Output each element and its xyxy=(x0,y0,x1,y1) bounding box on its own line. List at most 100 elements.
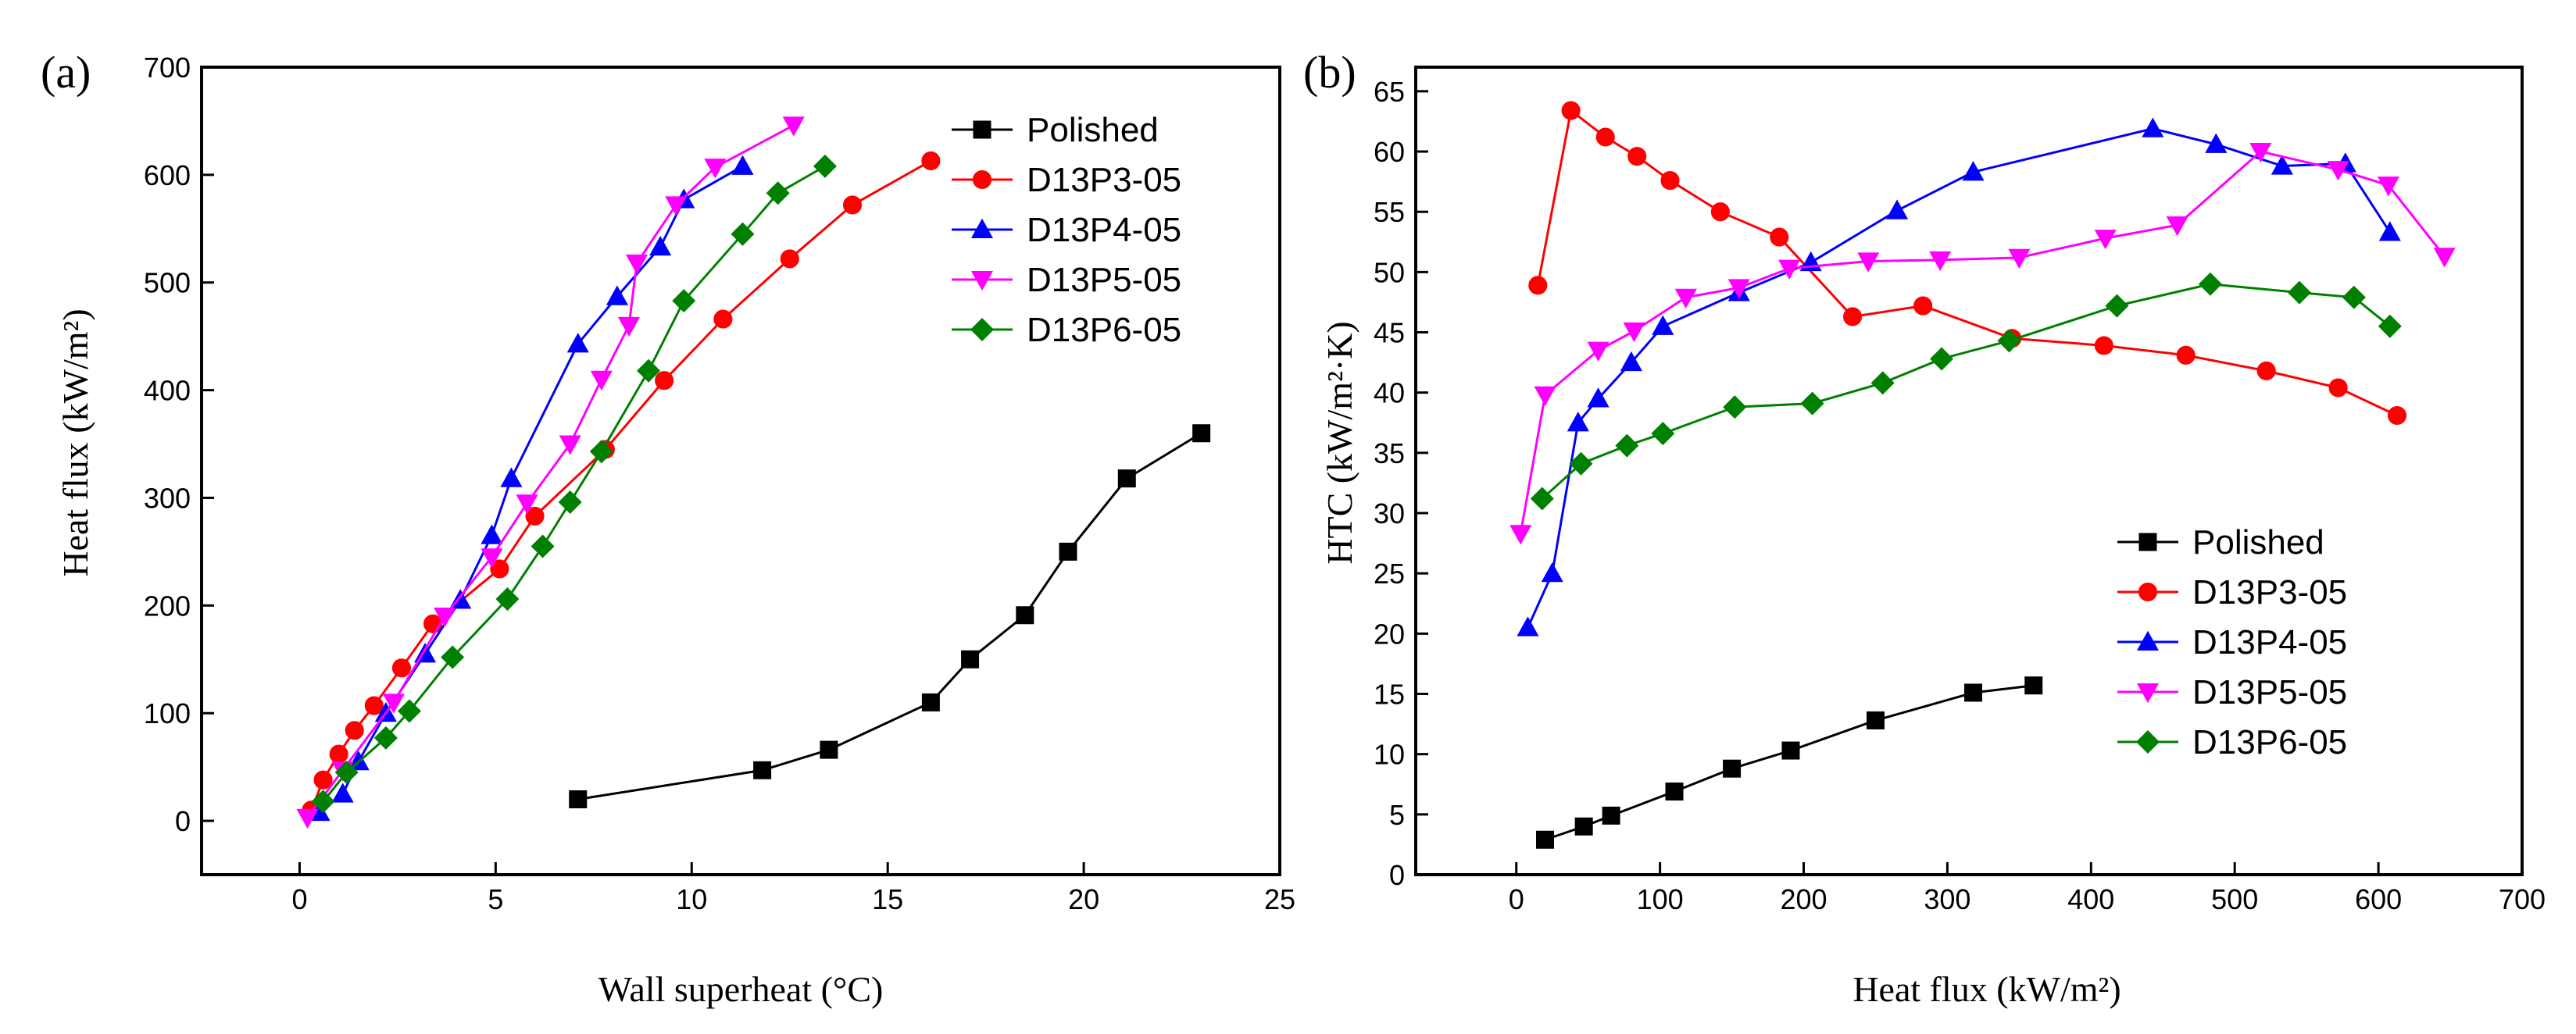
panel-a-y-tick-label: 200 xyxy=(144,590,191,622)
panel-a-y-tick-label: 600 xyxy=(144,159,191,191)
panel-b-series-d13p3-05 xyxy=(1528,101,2407,426)
panel-a-data-point-d13p5-05 xyxy=(590,370,613,391)
panel-b-data-point-d13p3-05 xyxy=(2256,361,2276,380)
panel-a-legend-item-d13p4-05: D13P4-05 xyxy=(952,211,1181,249)
panel-b-legend-label: D13P5-05 xyxy=(2192,673,2347,711)
panel-b-y-tick-label: 50 xyxy=(1374,256,1405,288)
panel-b-data-point-d13p5-05 xyxy=(1929,251,1952,272)
panel-b-data-point-polished xyxy=(2024,676,2043,695)
panel-b-legend-label: D13P6-05 xyxy=(2192,723,2347,761)
panel-a-data-point-d13p5-05 xyxy=(516,494,538,515)
panel-b-series-line-d13p5-05 xyxy=(1519,150,2446,534)
panel-a-data-point-polished xyxy=(569,790,588,808)
panel-b-data-point-d13p6-05 xyxy=(1930,347,1954,371)
panel-a-data-point-polished xyxy=(1192,424,1211,443)
panel-b-y-tick-label: 5 xyxy=(1389,799,1405,831)
panel-b-data-point-d13p4-05 xyxy=(1620,351,1642,372)
panel-b-x-tick-label: 200 xyxy=(1780,883,1827,915)
panel-a-data-point-d13p5-05 xyxy=(434,608,456,628)
panel-b-y-tick-label: 45 xyxy=(1374,317,1405,349)
panel-a-data-point-d13p3-05 xyxy=(313,770,333,790)
panel-a-data-point-d13p4-05 xyxy=(566,333,589,353)
panel-a-data-point-d13p3-05 xyxy=(655,371,674,390)
panel-b-legend-marker xyxy=(2138,582,2158,602)
panel-a-legend-item-d13p3-05: D13P3-05 xyxy=(952,161,1181,199)
panel-b-data-point-d13p6-05 xyxy=(2198,272,2222,296)
panel-b-data-point-polished xyxy=(1536,830,1555,849)
panel-b-data-point-d13p4-05 xyxy=(1962,161,1985,181)
panel-a-data-point-d13p3-05 xyxy=(921,151,941,170)
panel-b-series-polished xyxy=(1536,676,2043,849)
panel-b-y-tick-label: 55 xyxy=(1374,196,1405,228)
panel-b-y-tick-label: 10 xyxy=(1374,739,1405,771)
panel-a-data-point-d13p5-05 xyxy=(617,316,641,337)
panel-b-data-point-d13p4-05 xyxy=(2271,155,2293,175)
panel-b-series-d13p6-05 xyxy=(1530,272,2402,511)
panel-a-y-tick-label: 0 xyxy=(175,805,191,837)
panel-b-legend-label: D13P4-05 xyxy=(2192,623,2347,661)
panel-b-data-point-d13p3-05 xyxy=(2328,378,2348,398)
panel-b-legend-marker xyxy=(2136,683,2160,704)
panel-b-data-point-polished xyxy=(1723,759,1742,778)
panel-a-legend-item-d13p6-05: D13P6-05 xyxy=(952,311,1181,349)
panel-a-x-axis-title: Wall superheat (°C) xyxy=(598,969,884,1009)
panel-a-x-tick-label: 10 xyxy=(676,883,707,915)
panel-b-data-point-d13p6-05 xyxy=(1800,391,1824,415)
panel-b-data-point-d13p3-05 xyxy=(2094,336,2113,355)
panel-b-x-tick-label: 500 xyxy=(2211,883,2258,915)
panel-b-data-point-d13p3-05 xyxy=(1842,307,1863,326)
panel-a-legend-label: D13P6-05 xyxy=(1027,311,1181,349)
panel-b-y-tick-label: 25 xyxy=(1374,558,1405,590)
panel-a-data-point-polished xyxy=(820,740,838,759)
panel-b-data-point-d13p3-05 xyxy=(1561,101,1581,120)
panel-b-data-point-d13p4-05 xyxy=(1541,562,1563,583)
panel-a-x-tick-label: 25 xyxy=(1264,883,1295,915)
panel-a-data-point-d13p5-05 xyxy=(704,159,727,179)
panel-a-legend-label: D13P3-05 xyxy=(1027,161,1181,199)
panel-a-data-point-d13p6-05 xyxy=(813,154,837,178)
panel-b-x-tick-label: 600 xyxy=(2355,883,2402,915)
panel-b-y-tick-label: 35 xyxy=(1374,437,1405,469)
panel-a-data-point-d13p6-05 xyxy=(373,726,398,750)
panel-b-data-point-d13p6-05 xyxy=(1870,371,1895,395)
panel-a-y-axis-title: Heat flux (kW/m²) xyxy=(55,308,95,576)
panel-a-data-point-d13p6-05 xyxy=(637,358,661,383)
panel-a-x-tick-label: 5 xyxy=(488,883,503,915)
panel-a-data-point-d13p6-05 xyxy=(558,490,582,514)
panel-a-legend-label: D13P5-05 xyxy=(1027,261,1181,299)
panel-b-data-point-d13p6-05 xyxy=(1997,329,2021,353)
panel-b-y-tick-label: 0 xyxy=(1389,859,1405,891)
panel-b-plot-frame xyxy=(1414,66,2524,876)
panel-b-legend-marker xyxy=(2138,533,2157,551)
panel-a-legend-marker xyxy=(970,317,995,342)
panel-a-data-point-d13p3-05 xyxy=(525,506,545,526)
panel-a-data-point-d13p6-05 xyxy=(731,222,755,246)
panel-b-data-point-d13p4-05 xyxy=(1652,315,1674,335)
panel-b-data-point-d13p3-05 xyxy=(1710,202,1730,222)
panel-a-data-point-d13p6-05 xyxy=(495,587,520,611)
panel-a-data-point-d13p3-05 xyxy=(364,696,384,715)
panel-b-data-point-d13p6-05 xyxy=(1530,487,1554,511)
panel-a-data-point-d13p3-05 xyxy=(713,309,733,329)
panel-a-data-point-polished xyxy=(921,693,940,711)
panel-a-data-point-d13p4-05 xyxy=(731,155,754,175)
panel-b-data-point-d13p6-05 xyxy=(1569,451,1593,476)
panel-b-data-point-d13p5-05 xyxy=(2377,176,2400,197)
panel-a-data-point-d13p5-05 xyxy=(559,435,581,455)
panel-a-plot-frame xyxy=(200,66,1281,876)
panel-b-data-point-d13p5-05 xyxy=(2166,216,2188,237)
panel-a-data-point-d13p4-05 xyxy=(606,285,628,305)
panel-a-legend-item-d13p5-05: D13P5-05 xyxy=(952,261,1181,299)
panel-a-chart: (a) 0 5 10 15 20 25 0 100 200 300 400 500 600 700 Pol… xyxy=(41,47,1295,1009)
panel-a-y-tick-label: 300 xyxy=(144,482,191,514)
panel-b-data-point-polished xyxy=(1602,806,1620,825)
panel-a-y-tick-label: 100 xyxy=(144,697,191,729)
panel-a-data-point-polished xyxy=(1059,542,1077,561)
panel-b-legend-label: D13P3-05 xyxy=(2192,573,2347,611)
panel-a-data-point-d13p6-05 xyxy=(441,645,465,669)
panel-a-legend-marker xyxy=(970,218,994,239)
panel-a-data-point-d13p5-05 xyxy=(782,116,805,137)
panel-a-data-point-polished xyxy=(1016,606,1034,625)
